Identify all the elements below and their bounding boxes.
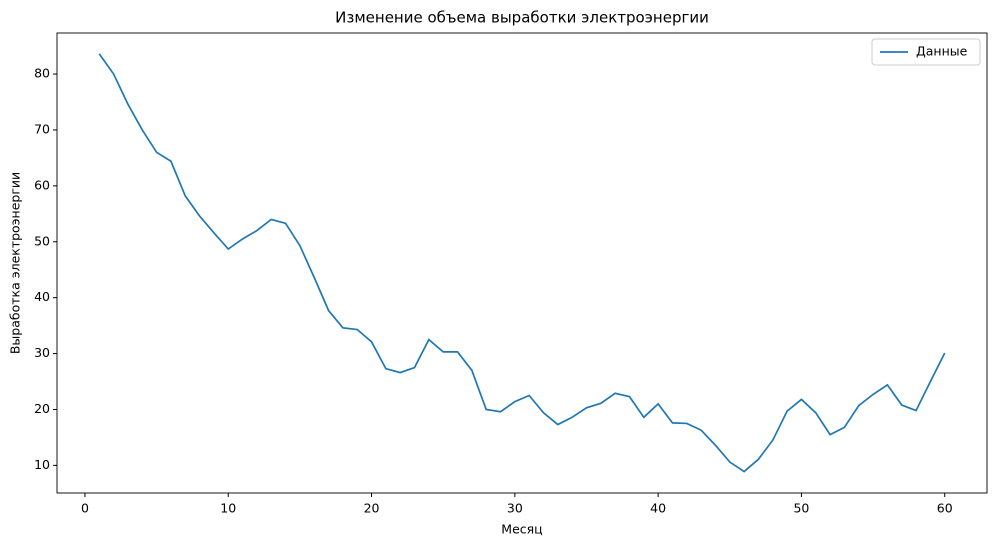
y-tick-label: 10 — [34, 457, 50, 472]
plot-frame — [56, 32, 988, 494]
y-tick-label: 80 — [34, 66, 50, 81]
x-tick-label: 20 — [364, 501, 380, 516]
y-tick-label: 50 — [34, 233, 50, 248]
chart-title: Изменение объема выработки электроэнерги… — [335, 9, 709, 27]
x-axis-label: Месяц — [501, 522, 542, 537]
legend-box — [871, 38, 981, 66]
y-tick-label: 70 — [34, 121, 50, 136]
x-tick-label: 60 — [937, 501, 953, 516]
legend-label: Данные — [916, 44, 968, 59]
y-tick-label: 40 — [34, 289, 50, 304]
x-tick-label: 50 — [793, 501, 809, 516]
x-tick-label: 40 — [650, 501, 666, 516]
y-tick-label: 20 — [34, 401, 50, 416]
y-tick-label: 30 — [34, 345, 50, 360]
x-tick-label: 0 — [81, 501, 89, 516]
x-tick-label: 30 — [507, 501, 523, 516]
x-tick-label: 10 — [220, 501, 236, 516]
y-tick-label: 60 — [34, 177, 50, 192]
line-series — [98, 53, 946, 473]
y-axis-label: Выработка электроэнергии — [8, 172, 23, 354]
